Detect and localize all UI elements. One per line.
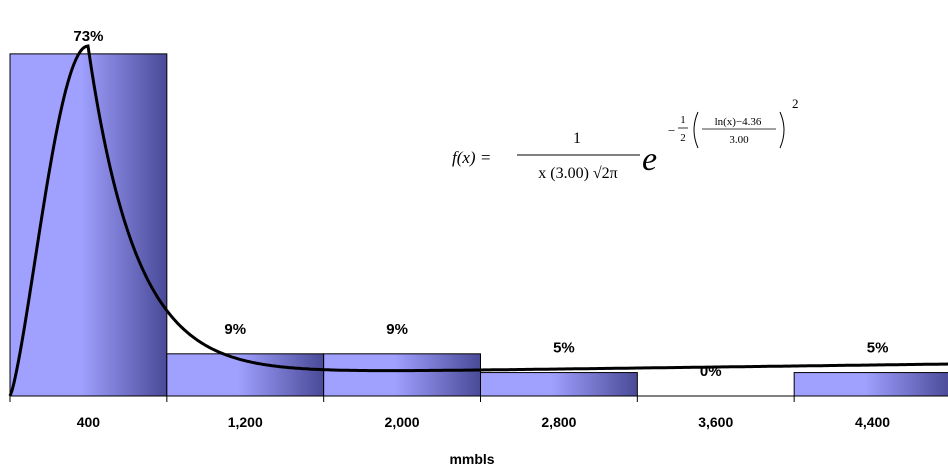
x-ticks-layer xyxy=(9,396,795,402)
x-axis-title: mmbls xyxy=(449,451,494,467)
formula-right-paren xyxy=(779,111,785,149)
formula-exp-frac-num: 1 xyxy=(680,114,686,126)
x-tick-label: 4,400 xyxy=(855,414,890,430)
x-tick-label: 400 xyxy=(77,414,101,430)
formula-inner-numerator: ln(x)−4.36 xyxy=(715,116,762,128)
bars-layer xyxy=(9,53,948,397)
bar-value-label: 73% xyxy=(73,28,103,45)
bar xyxy=(9,53,168,397)
formula-power: 2 xyxy=(792,96,799,111)
lognormal-curve xyxy=(8,44,948,397)
formula-denominator: x (3.00) √2π xyxy=(538,165,618,182)
formula-lhs: f(x) = xyxy=(452,148,491,167)
formula-inner-denominator: 3.00 xyxy=(729,134,749,146)
x-tick-labels-layer: 400 1,200 2,000 2,800 3,600 4,400 xyxy=(77,414,891,430)
formula-exp-frac-den: 2 xyxy=(680,132,686,144)
x-tick-label: 2,000 xyxy=(385,414,420,430)
x-tick-label: 3,600 xyxy=(698,414,733,430)
bar-value-label: 9% xyxy=(224,321,246,338)
bar xyxy=(793,372,948,397)
bar-value-label: 5% xyxy=(553,340,575,357)
bar-value-label: 9% xyxy=(386,321,408,338)
pdf-formula: f(x) = 1 x (3.00) √2π e − 1 2 ln(x)−4.36… xyxy=(452,96,799,182)
x-tick-label: 2,800 xyxy=(541,414,576,430)
bar xyxy=(323,353,481,397)
formula-exp-sign: − xyxy=(668,123,675,138)
formula-numerator: 1 xyxy=(573,130,581,147)
formula-base-e: e xyxy=(642,141,657,178)
formula-left-paren xyxy=(693,111,699,149)
bar-value-label: 5% xyxy=(867,340,889,357)
bar-labels-layer: 73%9% 9%5%0%5% xyxy=(73,28,888,380)
x-tick-label: 1,200 xyxy=(228,414,263,430)
bar xyxy=(480,372,638,397)
